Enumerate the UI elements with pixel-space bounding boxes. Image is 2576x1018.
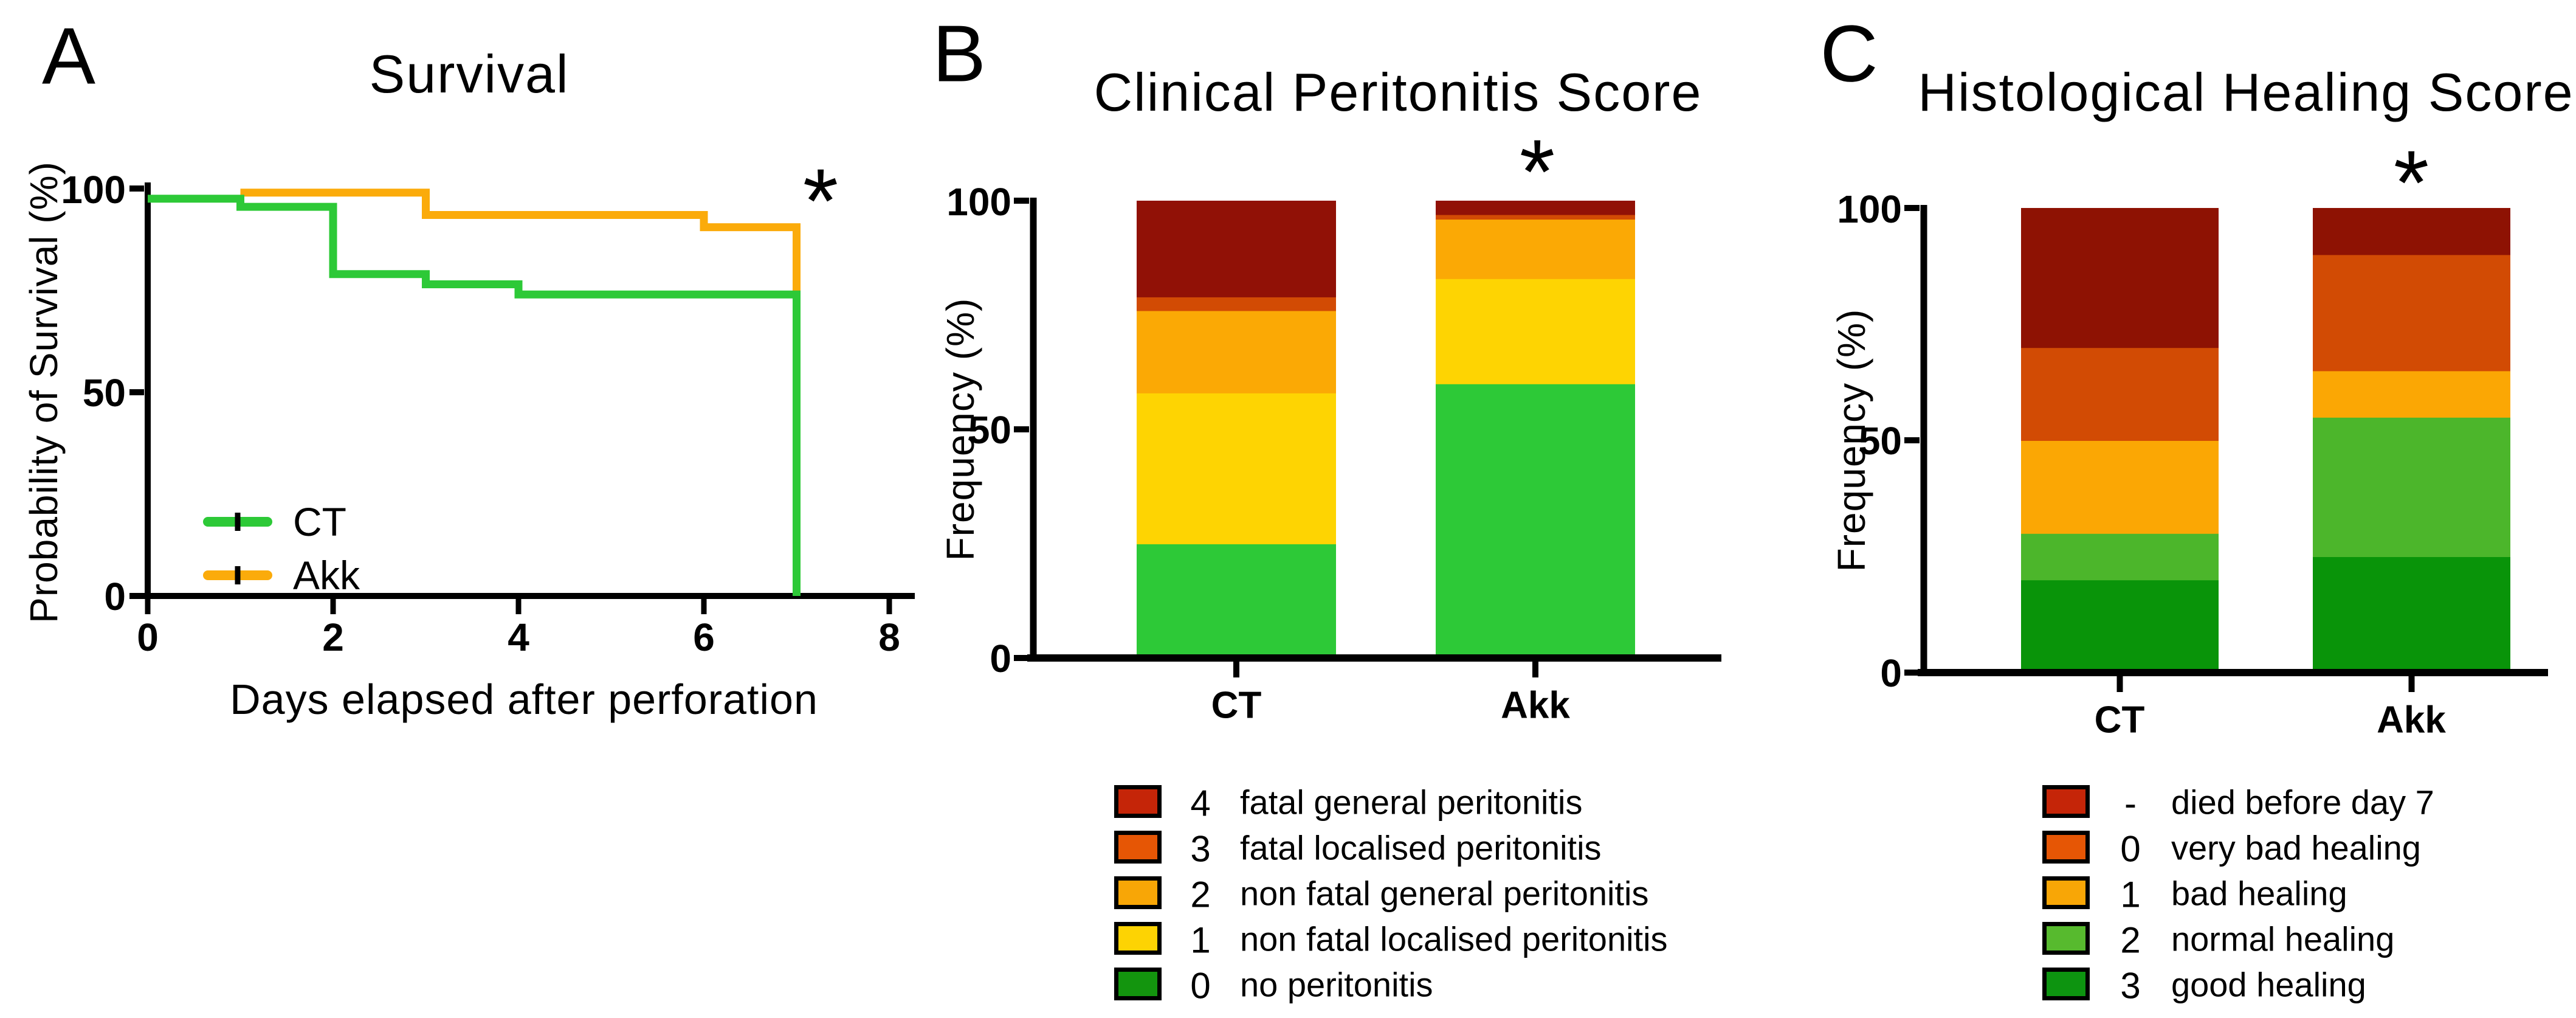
panel-b-letter: B: [932, 9, 987, 99]
survival-legend-label-akk: Akk: [293, 553, 360, 598]
significance-star-b: *: [1519, 120, 1555, 223]
peritonitis-ytick-100: 100: [946, 180, 1011, 224]
legend-label-score3: fatal localised peritonitis: [1240, 828, 1602, 867]
legend-swatch-score2: [1114, 876, 1162, 909]
legend-key-died: -: [2124, 783, 2137, 824]
legend-key-score0: 0: [1190, 965, 1211, 1006]
legend-label-score4: fatal general peritonitis: [1240, 783, 1583, 822]
legend-label-score2: non fatal general peritonitis: [1240, 874, 1649, 913]
survival-chart-title: Survival: [369, 44, 570, 104]
healing-ytick-50: 50: [1858, 419, 1902, 463]
peritonitis-cat-akk: Akk: [1501, 684, 1570, 727]
legend-swatch-died: [2042, 785, 2090, 818]
legend-label-good: good healing: [2171, 965, 2366, 1004]
legend-swatch-score3: [1114, 831, 1162, 864]
legend-label-bad: bad healing: [2171, 874, 2347, 913]
legend-label-score1: non fatal localised peritonitis: [1240, 919, 1668, 958]
peritonitis-chart-title: Clinical Peritonitis Score: [1093, 62, 1703, 122]
survival-xtick-4: 4: [508, 615, 529, 659]
legend-key-score3: 3: [1190, 828, 1211, 870]
legend-swatch-verybad: [2042, 831, 2090, 864]
survival-ytick-0: 0: [104, 575, 126, 618]
healing-cat-akk: Akk: [2377, 699, 2446, 741]
panel-a-letter: A: [41, 11, 96, 101]
survival-xtick-8: 8: [878, 615, 900, 659]
peritonitis-cat-ct: CT: [1211, 684, 1262, 727]
legend-key-good: 3: [2120, 965, 2141, 1006]
survival-x-axis-title: Days elapsed after perforation: [230, 676, 818, 723]
peritonitis-ytick-50: 50: [968, 408, 1011, 452]
survival-xtick-6: 6: [693, 615, 715, 659]
survival-xtick-2: 2: [322, 615, 344, 659]
legend-swatch-good: [2042, 968, 2090, 1000]
legend-label-died: died before day 7: [2171, 783, 2434, 822]
legend-swatch-score4: [1114, 785, 1162, 818]
healing-ytick-0: 0: [1880, 651, 1902, 695]
legend-key-normal: 2: [2120, 919, 2141, 961]
panel-c-letter: C: [1820, 9, 1878, 99]
legend-label-verybad: very bad healing: [2171, 828, 2421, 867]
significance-star-c: *: [2393, 131, 2430, 234]
healing-cat-ct: CT: [2094, 699, 2145, 741]
survival-ytick-50: 50: [82, 371, 126, 415]
legend-key-score2: 2: [1190, 874, 1211, 915]
legend-key-score4: 4: [1190, 783, 1211, 824]
legend-key-bad: 1: [2120, 874, 2141, 915]
legend-swatch-bad: [2042, 876, 2090, 909]
survival-y-axis-title: Probability of Survival (%): [22, 161, 66, 623]
survival-legend-label-ct: CT: [293, 499, 346, 544]
legend-swatch-score0: [1114, 968, 1162, 1000]
survival-ytick-100: 100: [61, 168, 126, 212]
legend-swatch-score1: [1114, 922, 1162, 955]
legend-key-score1: 1: [1190, 919, 1211, 961]
healing-chart-title: Histological Healing Score: [1918, 62, 2574, 122]
significance-star-a: *: [802, 150, 839, 252]
legend-swatch-normal: [2042, 922, 2090, 955]
legend-label-normal: normal healing: [2171, 919, 2395, 958]
survival-xtick-0: 0: [137, 615, 159, 659]
peritonitis-ytick-0: 0: [990, 637, 1011, 680]
healing-ytick-100: 100: [1837, 187, 1902, 231]
legend-label-score0: no peritonitis: [1240, 965, 1433, 1004]
legend-key-verybad: 0: [2120, 828, 2141, 870]
